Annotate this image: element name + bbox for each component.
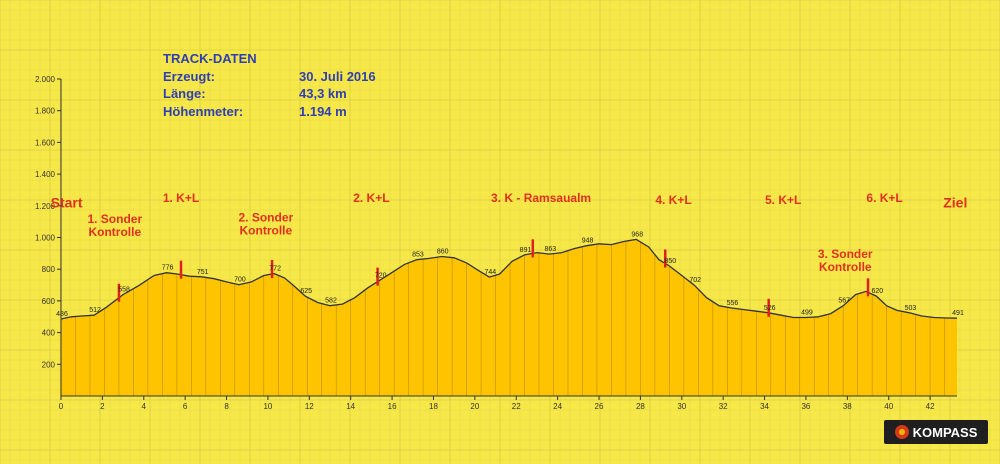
track-info-title: TRACK-DATEN: [163, 51, 257, 66]
x-tick-label: 12: [305, 402, 314, 411]
checkpoint-annotation: 2. K+L: [353, 191, 389, 205]
elevation-point-label: 968: [631, 231, 643, 238]
elevation-point-label: 567: [838, 298, 850, 305]
elevation-point-label: 860: [437, 249, 449, 256]
x-tick-label: 30: [677, 402, 686, 411]
elevation-point-labels: 486 512 558 776 751 700 772 625 582 720 853 860 744 8…: [56, 231, 964, 318]
elevation-point-label: 503: [905, 305, 917, 312]
elevation-point-label: 556: [727, 300, 739, 307]
y-tick-label: 1.000: [35, 234, 56, 243]
x-tick-label: 28: [636, 402, 645, 411]
elevation-point-label: 702: [689, 277, 701, 284]
kompass-logo: KOMPASS: [884, 420, 988, 444]
y-tick-label: 2.000: [35, 75, 56, 84]
checkpoint-annotation: Start: [51, 194, 83, 210]
elevation-point-label: 491: [952, 310, 964, 317]
track-info-value: 30. Juli 2016: [299, 68, 376, 84]
y-tick-label: 1.600: [35, 138, 56, 147]
y-tick-label: 200: [42, 360, 56, 369]
checkpoint-annotation: Kontrolle: [88, 225, 141, 239]
elevation-point-label: 700: [234, 277, 246, 284]
track-info-row-created: Erzeugt: 30. Juli 2016: [163, 68, 376, 86]
x-tick-label: 2: [100, 402, 105, 411]
elevation-point-label: 720: [375, 272, 387, 279]
elevation-point-label: 776: [162, 265, 174, 272]
checkpoint-annotation: 3. K - Ramsaualm: [491, 191, 591, 205]
x-tick-label: 6: [183, 402, 188, 411]
elevation-area: [60, 238, 958, 396]
elevation-point-label: 772: [269, 266, 281, 273]
y-tick-label: 800: [42, 265, 56, 274]
x-tick-label: 42: [926, 402, 935, 411]
track-info-row-elevation-gain: Höhenmeter: 1.194 m: [163, 103, 376, 121]
x-tick-label: 4: [142, 402, 147, 411]
track-info-label: Höhenmeter:: [163, 103, 244, 119]
elevation-point-label: 891: [520, 247, 532, 254]
kompass-logo-icon: [894, 425, 909, 439]
elevation-point-label: 486: [56, 311, 68, 318]
elevation-point-label: 863: [545, 246, 557, 253]
x-tick-label: 8: [224, 402, 229, 411]
x-tick-label: 38: [843, 402, 852, 411]
track-info-panel: TRACK-DATEN Erzeugt: 30. Juli 2016 Länge…: [163, 50, 376, 120]
elevation-point-label: 853: [412, 252, 424, 259]
elevation-point-label: 582: [325, 298, 337, 305]
checkpoint-annotation: Ziel: [943, 194, 967, 210]
checkpoint-annotation: Kontrolle: [240, 223, 293, 237]
elevation-point-label: 744: [484, 269, 496, 276]
x-tick-label: 16: [388, 402, 397, 411]
x-tick-label: 0: [59, 402, 64, 411]
x-tick-label: 26: [595, 402, 604, 411]
elevation-point-label: 499: [801, 310, 813, 317]
x-tick-label: 40: [884, 402, 893, 411]
track-info-value: 43,3 km: [299, 86, 347, 101]
x-tick-label: 22: [512, 402, 521, 411]
elevation-point-label: 512: [89, 307, 101, 314]
elevation-point-label: 850: [665, 258, 677, 265]
x-tick-label: 14: [346, 402, 355, 411]
y-tick-label: 600: [42, 297, 56, 306]
track-info-row-length: Länge: 43,3 km: [163, 85, 376, 103]
x-tick-label: 18: [429, 402, 438, 411]
y-tick-label: 1.400: [35, 170, 56, 179]
elevation-line: [60, 238, 958, 320]
checkpoint-annotation: 3. Sonder: [818, 247, 873, 261]
checkpoint-annotation: 5. K+L: [765, 193, 801, 207]
checkpoint-annotation: 4. K+L: [655, 193, 691, 207]
elevation-point-label: 625: [300, 288, 312, 295]
checkpoint-annotation: 1. K+L: [163, 191, 199, 205]
x-tick-label: 32: [719, 402, 728, 411]
x-tick-label: 20: [470, 402, 479, 411]
elevation-point-label: 620: [871, 288, 883, 295]
kompass-logo-text: KOMPASS: [912, 424, 978, 440]
track-info-label: Länge:: [163, 86, 206, 101]
track-info-value: 1.194 m: [299, 103, 347, 119]
chart-axes: 0 2 4 6 8 10 12 14 16 18 20 22 24 26 28 30 32 34 36 38 40 422…: [35, 75, 957, 411]
x-tick-label: 10: [263, 402, 272, 411]
x-tick-label: 24: [553, 402, 562, 411]
track-info-label: Erzeugt:: [163, 68, 215, 84]
checkpoint-annotation: 2. Sonder: [239, 211, 294, 225]
checkpoint-annotation: 1. Sonder: [87, 212, 142, 226]
y-tick-label: 1.800: [35, 107, 56, 116]
x-tick-label: 36: [801, 402, 810, 411]
checkpoint-annotation: 6. K+L: [866, 191, 902, 205]
elevation-point-label: 948: [582, 238, 594, 245]
checkpoint-annotation: Kontrolle: [819, 260, 872, 274]
elevation-point-label: 751: [197, 269, 209, 276]
checkpoint-markers: [117, 239, 870, 317]
x-tick-label: 34: [760, 402, 769, 411]
y-tick-label: 400: [42, 329, 56, 338]
y-tick-label: 1.200: [35, 202, 56, 211]
elevation-point-label: 526: [764, 305, 776, 312]
elevation-point-label: 558: [118, 287, 130, 294]
